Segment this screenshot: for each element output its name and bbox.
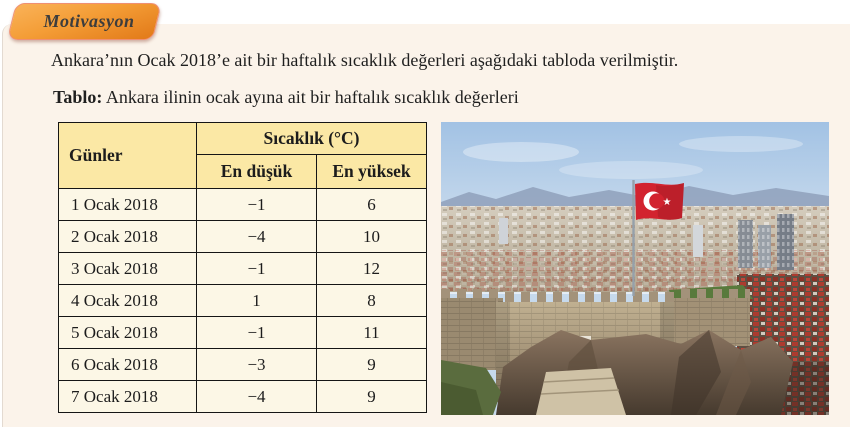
table-caption: Tablo: Ankara ilinin ocak ayına ait bir … [53,87,519,108]
temperature-table: Günler Sıcaklık (°C) En düşük En yüksek … [58,122,427,413]
day-cell: 6 Ocak 2018 [58,348,197,381]
svg-text:★: ★ [663,197,672,208]
ankara-castle-photo: ★ [441,122,829,415]
photo-highrises [499,214,794,270]
header-days: Günler [58,122,197,189]
header-min: En düşük [196,154,317,189]
intro-text: Ankara’nın Ocak 2018’e ait bir haftalık … [51,50,679,70]
day-cell: 5 Ocak 2018 [58,316,197,349]
motivation-panel: Ankara’nın Ocak 2018’e ait bir haftalık … [2,24,850,427]
table-row: 3 Ocak 2018 −1 12 [58,252,427,285]
motivation-badge: Motivasyon [6,3,162,40]
day-cell: 3 Ocak 2018 [58,252,197,285]
badge-label: Motivasyon [43,11,135,31]
max-temp-cell: 12 [316,252,427,285]
table-caption-label: Tablo: [53,87,103,107]
max-temp-cell: 9 [316,380,427,413]
day-cell: 4 Ocak 2018 [58,284,197,317]
table-row: 4 Ocak 2018 1 8 [58,284,427,317]
day-cell: 1 Ocak 2018 [58,188,197,221]
min-temp-cell: −1 [196,316,317,349]
max-temp-cell: 6 [316,188,427,221]
max-temp-cell: 10 [316,220,427,253]
header-max: En yüksek [316,154,427,189]
table-row: 7 Ocak 2018 −4 9 [58,380,427,413]
table-header-row-2: En düşük En yüksek [59,154,427,189]
min-temp-cell: −4 [196,220,317,253]
turkish-flag-icon: ★ [635,182,684,220]
table-row: 1 Ocak 2018 −1 6 [58,188,427,221]
table-caption-text: Ankara ilinin ocak ayına ait bir haftalı… [102,87,519,107]
table-row: 2 Ocak 2018 −4 10 [58,220,427,253]
table-body: 1 Ocak 2018 −1 6 2 Ocak 2018 −4 10 3 Oca… [58,188,427,413]
table-row: 5 Ocak 2018 −1 11 [58,316,427,349]
day-cell: 7 Ocak 2018 [58,380,197,413]
day-cell: 2 Ocak 2018 [58,220,197,253]
min-temp-cell: −1 [196,188,317,221]
header-temperature: Sıcaklık (°C) [196,122,427,155]
min-temp-cell: −1 [196,252,317,285]
max-temp-cell: 11 [316,316,427,349]
table-row: 6 Ocak 2018 −3 9 [58,348,427,381]
flag-pole [632,180,635,296]
photo-stairs [536,368,626,415]
table-header-row-1: Günler Sıcaklık (°C) [58,122,427,189]
min-temp-cell: 1 [196,284,317,317]
table-header: Günler Sıcaklık (°C) En düşük En yüksek [58,122,427,189]
min-temp-cell: −3 [196,348,317,381]
min-temp-cell: −4 [196,380,317,413]
photo-grass [441,360,501,415]
max-temp-cell: 8 [316,284,427,317]
max-temp-cell: 9 [316,348,427,381]
